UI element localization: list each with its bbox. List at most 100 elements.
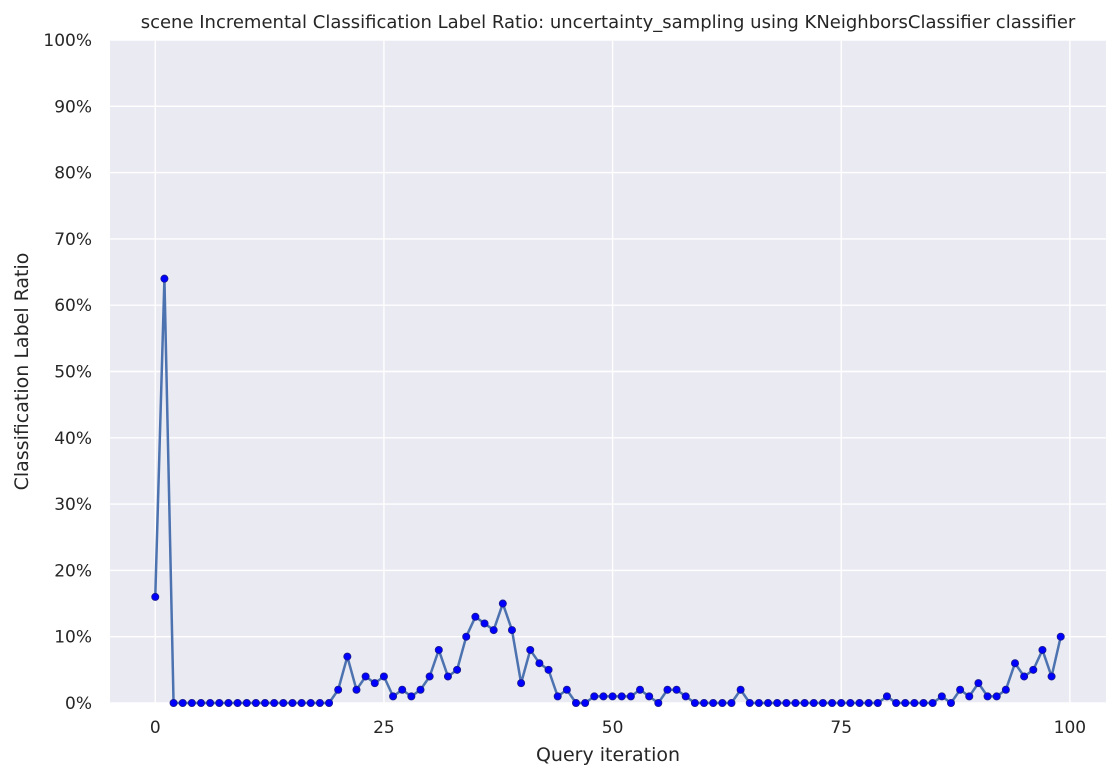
data-point bbox=[965, 692, 974, 701]
data-point bbox=[590, 692, 599, 701]
data-point bbox=[636, 685, 645, 694]
data-point bbox=[1001, 685, 1010, 694]
data-point bbox=[1020, 672, 1029, 681]
data-point bbox=[681, 692, 690, 701]
data-point bbox=[818, 699, 827, 708]
data-point bbox=[434, 645, 443, 654]
data-point bbox=[270, 699, 279, 708]
data-point bbox=[709, 699, 718, 708]
data-point bbox=[425, 672, 434, 681]
y-tick-label: 100% bbox=[43, 31, 92, 51]
data-point bbox=[901, 699, 910, 708]
data-point bbox=[443, 672, 452, 681]
data-point bbox=[1056, 632, 1065, 641]
data-point bbox=[727, 699, 736, 708]
data-point bbox=[892, 699, 901, 708]
data-point bbox=[910, 699, 919, 708]
data-point bbox=[306, 699, 315, 708]
y-tick-label: 30% bbox=[54, 495, 92, 515]
data-point bbox=[608, 692, 617, 701]
data-point bbox=[489, 626, 498, 635]
data-point bbox=[617, 692, 626, 701]
series-line bbox=[154, 277, 1062, 705]
data-point bbox=[846, 699, 855, 708]
data-point bbox=[809, 699, 818, 708]
data-point bbox=[471, 612, 480, 621]
data-point bbox=[937, 692, 946, 701]
data-point bbox=[187, 699, 196, 708]
data-point bbox=[251, 699, 260, 708]
data-point bbox=[782, 699, 791, 708]
data-point bbox=[498, 599, 507, 608]
y-tick-label: 40% bbox=[54, 429, 92, 449]
data-point bbox=[206, 699, 215, 708]
data-point bbox=[855, 699, 864, 708]
data-point bbox=[325, 699, 334, 708]
data-point bbox=[700, 699, 709, 708]
data-point bbox=[626, 692, 635, 701]
x-axis-label: Query iteration bbox=[536, 744, 680, 766]
data-point bbox=[654, 699, 663, 708]
data-point bbox=[581, 699, 590, 708]
data-point bbox=[407, 692, 416, 701]
data-point bbox=[791, 699, 800, 708]
y-tick-label: 10% bbox=[54, 628, 92, 648]
chart-title: scene Incremental Classification Label R… bbox=[141, 12, 1076, 33]
data-point bbox=[764, 699, 773, 708]
y-tick-label: 50% bbox=[54, 363, 92, 383]
y-tick-label: 90% bbox=[54, 97, 92, 117]
y-tick-label: 60% bbox=[54, 296, 92, 316]
data-point bbox=[1047, 672, 1056, 681]
data-point bbox=[361, 672, 370, 681]
data-point bbox=[974, 679, 983, 688]
data-point bbox=[389, 692, 398, 701]
data-point bbox=[480, 619, 489, 628]
data-point bbox=[215, 699, 224, 708]
data-point bbox=[919, 699, 928, 708]
data-point bbox=[334, 685, 343, 694]
y-tick-label: 0% bbox=[65, 694, 92, 714]
x-tick-label: 100 bbox=[1054, 718, 1086, 738]
data-point bbox=[928, 699, 937, 708]
data-point bbox=[1010, 659, 1019, 668]
data-point bbox=[828, 699, 837, 708]
data-point bbox=[946, 699, 955, 708]
data-point bbox=[754, 699, 763, 708]
x-tick-label: 25 bbox=[373, 718, 395, 738]
data-point bbox=[745, 699, 754, 708]
data-point bbox=[343, 652, 352, 661]
data-point bbox=[526, 645, 535, 654]
data-point bbox=[224, 699, 233, 708]
data-point bbox=[233, 699, 242, 708]
data-point bbox=[517, 679, 526, 688]
data-point bbox=[690, 699, 699, 708]
y-tick-label: 80% bbox=[54, 164, 92, 184]
data-point bbox=[873, 699, 882, 708]
data-point bbox=[599, 692, 608, 701]
data-point bbox=[288, 699, 297, 708]
data-point bbox=[462, 632, 471, 641]
data-point bbox=[718, 699, 727, 708]
grid-lines bbox=[110, 39, 1106, 704]
data-point bbox=[453, 665, 462, 674]
data-point bbox=[983, 692, 992, 701]
y-tick-labels: 0% 10% 20% 30% 40% 50% 60% 70% 80% 90% 100% bbox=[43, 31, 92, 714]
data-point bbox=[645, 692, 654, 701]
data-point bbox=[261, 699, 270, 708]
data-point bbox=[773, 699, 782, 708]
data-point bbox=[736, 685, 745, 694]
y-tick-label: 70% bbox=[54, 230, 92, 250]
data-point bbox=[800, 699, 809, 708]
data-point bbox=[571, 699, 580, 708]
x-tick-label: 50 bbox=[602, 718, 624, 738]
data-point bbox=[297, 699, 306, 708]
data-point bbox=[160, 274, 169, 283]
data-point bbox=[315, 699, 324, 708]
data-point bbox=[151, 592, 160, 601]
data-point bbox=[379, 672, 388, 681]
x-tick-label: 75 bbox=[830, 718, 852, 738]
series-layer bbox=[151, 274, 1065, 708]
data-point bbox=[992, 692, 1001, 701]
data-point bbox=[197, 699, 206, 708]
